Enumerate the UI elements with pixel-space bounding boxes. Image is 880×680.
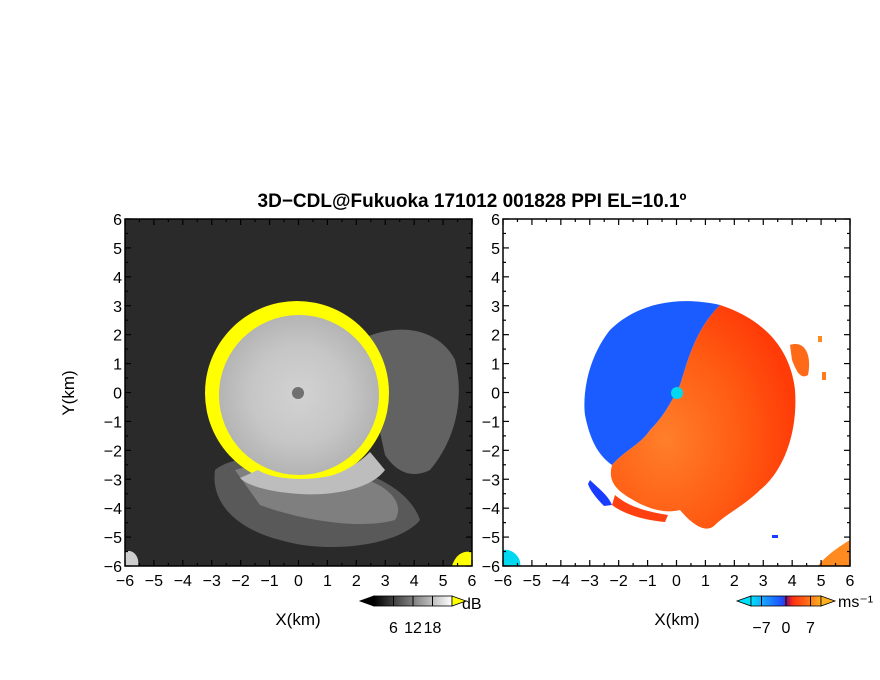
right-colorbar-tick-label: −7 <box>752 620 770 637</box>
right-xtick-label: −1 <box>638 573 656 590</box>
right-ytick-label: −5 <box>482 530 500 547</box>
right-panel: −6 −5 −4 −3 −2 −1 0 1 2 3 4 5 6 6 5 4 3 2 1 0 −1 −2 −3 −4 −5 −6 X… <box>482 212 855 629</box>
left-xtick-label: −5 <box>145 573 163 590</box>
right-xtick-label: −2 <box>610 573 628 590</box>
right-echo-fringe-south <box>612 495 668 522</box>
left-ytick-label: 0 <box>113 386 122 403</box>
left-colorbar-ticks: 6 12 18 <box>389 596 442 637</box>
right-ytick-label: 5 <box>491 241 500 258</box>
left-xtick-label: 5 <box>439 573 448 590</box>
right-echo-negative <box>584 301 720 465</box>
right-radar-center <box>671 387 683 399</box>
right-ytick-label: 0 <box>491 386 500 403</box>
right-xtick-label: −4 <box>552 573 570 590</box>
left-ytick-label: 2 <box>113 328 122 345</box>
right-xlabel: X(km) <box>654 610 699 629</box>
left-colorbar-tick-label: 12 <box>404 620 422 637</box>
right-xtick-label: 3 <box>759 573 768 590</box>
left-xtick-label: 6 <box>468 573 477 590</box>
right-xtick-label: −6 <box>494 573 512 590</box>
left-ytick-label: −4 <box>104 501 122 518</box>
right-echo-fringe-east <box>790 344 810 377</box>
right-ytick-label: 2 <box>491 328 500 345</box>
left-xlabel: X(km) <box>275 610 320 629</box>
right-colorbar-tick-label: 7 <box>806 620 815 637</box>
left-xtick-label: −3 <box>203 573 221 590</box>
left-xtick-label: 0 <box>294 573 303 590</box>
left-echo-field <box>125 301 472 566</box>
left-colorbar-high-arrow <box>451 595 468 607</box>
right-ytick-label: −2 <box>482 443 500 460</box>
right-speckle-3 <box>772 535 778 538</box>
right-xtick-label: −3 <box>581 573 599 590</box>
right-ytick-label: 1 <box>491 357 500 374</box>
left-xtick-label: 2 <box>352 573 361 590</box>
right-ytick-label: −4 <box>482 501 500 518</box>
left-ticks: −6 −5 −4 −3 −2 −1 0 1 2 3 4 5 6 6 5 4 3 2 1 0 −1 −2 −3 −4 −5 −6 <box>104 212 477 590</box>
left-colorbar: 6 12 18 dB <box>358 595 482 637</box>
right-clutter-sw <box>503 549 521 566</box>
left-panel: −6 −5 −4 −3 −2 −1 0 1 2 3 4 5 6 6 5 4 3 2 1 0 −1 −2 −3 −4 −5 −6 X… <box>59 212 477 629</box>
right-ytick-label: −3 <box>482 472 500 489</box>
left-colorbar-unit: dB <box>462 596 482 613</box>
left-xtick-label: 1 <box>323 573 332 590</box>
right-ytick-label: −1 <box>482 414 500 431</box>
right-clutter-se <box>818 540 850 566</box>
left-xtick-label: −1 <box>260 573 278 590</box>
right-echo-positive <box>610 305 796 529</box>
left-ytick-label: 3 <box>113 299 122 316</box>
right-xtick-label: 5 <box>817 573 826 590</box>
right-ytick-label: 6 <box>491 212 500 229</box>
left-ytick-label: −2 <box>104 443 122 460</box>
left-clutter-se <box>452 551 472 566</box>
left-echo-gap <box>240 452 385 495</box>
left-radar-center <box>292 387 304 399</box>
left-colorbar-tick-label: 6 <box>389 620 398 637</box>
left-colorbar-low-arrow <box>358 595 375 607</box>
left-ytick-label: −5 <box>104 530 122 547</box>
right-colorbar: −7 0 7 ms⁻¹ <box>735 594 873 637</box>
right-ticks: −6 −5 −4 −3 −2 −1 0 1 2 3 4 5 6 6 5 4 3 2 1 0 −1 −2 −3 −4 −5 −6 <box>482 212 855 590</box>
right-colorbar-low-arrow <box>735 595 752 607</box>
right-colorbar-ticks: −7 0 7 <box>752 596 815 637</box>
right-xtick-label: 0 <box>672 573 681 590</box>
left-xtick-label: 4 <box>410 573 419 590</box>
right-speckle-2 <box>818 336 822 342</box>
right-ytick-label: −6 <box>482 559 500 576</box>
left-xtick-label: −4 <box>174 573 192 590</box>
left-ylabel: Y(km) <box>59 370 78 415</box>
right-colorbar-tick-label: 0 <box>782 620 791 637</box>
right-xtick-label: 1 <box>701 573 710 590</box>
left-xtick-label: −2 <box>232 573 250 590</box>
right-speckle-1 <box>822 372 826 380</box>
right-colorbar-high-arrow <box>820 595 837 607</box>
right-xtick-label: 2 <box>730 573 739 590</box>
right-ytick-label: 4 <box>491 270 500 287</box>
right-xtick-label: 4 <box>788 573 797 590</box>
left-clutter-sw <box>125 550 139 566</box>
right-xtick-label: −5 <box>523 573 541 590</box>
figure-title: 3D−CDL@Fukuoka 171012 001828 PPI EL=10.1… <box>258 191 687 212</box>
left-xtick-label: −6 <box>116 573 134 590</box>
left-ytick-label: 4 <box>113 270 122 287</box>
left-colorbar-tick-label: 18 <box>424 620 442 637</box>
left-ytick-label: −1 <box>104 414 122 431</box>
left-xtick-label: 3 <box>381 573 390 590</box>
left-ytick-label: 1 <box>113 357 122 374</box>
left-ytick-label: 6 <box>113 212 122 229</box>
right-echo-field <box>503 301 850 566</box>
left-ytick-label: 5 <box>113 241 122 258</box>
right-echo-fringe-sw <box>588 480 612 506</box>
left-ytick-label: −3 <box>104 472 122 489</box>
left-ytick-label: −6 <box>104 559 122 576</box>
right-ytick-label: 3 <box>491 299 500 316</box>
right-colorbar-unit: ms⁻¹ <box>838 594 873 611</box>
right-xtick-label: 6 <box>846 573 855 590</box>
